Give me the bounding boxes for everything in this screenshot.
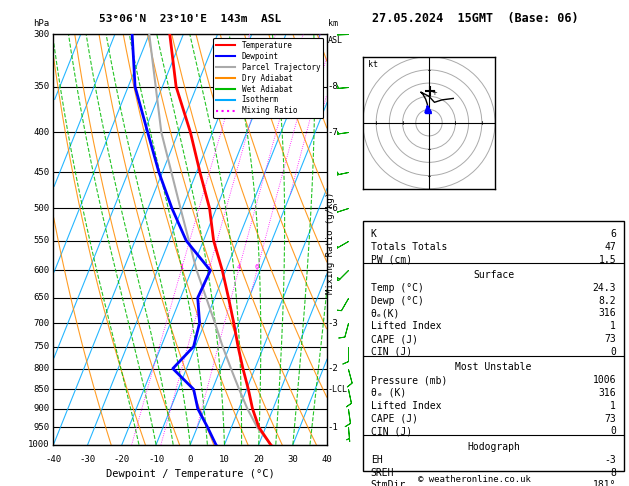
Text: -40: -40 <box>45 455 62 464</box>
Text: 40: 40 <box>321 455 333 464</box>
Text: -7: -7 <box>328 128 338 137</box>
Text: -LCL: -LCL <box>328 385 348 394</box>
Text: 0: 0 <box>610 427 616 436</box>
Text: 900: 900 <box>33 404 49 413</box>
Text: -10: -10 <box>148 455 164 464</box>
Text: EH: EH <box>370 455 382 465</box>
Text: Dewp (°C): Dewp (°C) <box>370 295 424 306</box>
Text: Lifted Index: Lifted Index <box>370 401 442 411</box>
Text: 10: 10 <box>219 455 230 464</box>
Text: -3: -3 <box>328 318 338 328</box>
Text: 500: 500 <box>33 204 49 213</box>
Text: 8.2: 8.2 <box>599 295 616 306</box>
Text: 1: 1 <box>610 401 616 411</box>
Text: -6: -6 <box>328 204 338 213</box>
Text: hPa: hPa <box>33 19 49 28</box>
Text: 550: 550 <box>33 236 49 245</box>
Text: Dewpoint / Temperature (°C): Dewpoint / Temperature (°C) <box>106 469 275 479</box>
Text: 30: 30 <box>287 455 298 464</box>
Text: 47: 47 <box>604 242 616 252</box>
Text: StmDir: StmDir <box>370 480 406 486</box>
Text: 400: 400 <box>33 128 49 137</box>
Text: CIN (J): CIN (J) <box>370 427 412 436</box>
FancyBboxPatch shape <box>363 221 624 471</box>
Text: CAPE (J): CAPE (J) <box>370 334 418 344</box>
Text: 6: 6 <box>610 229 616 239</box>
Text: 1: 1 <box>179 264 183 270</box>
Text: 450: 450 <box>33 168 49 177</box>
Text: Hodograph: Hodograph <box>467 442 520 452</box>
Text: -2: -2 <box>328 364 338 373</box>
Text: 1.5: 1.5 <box>599 255 616 264</box>
Text: 0: 0 <box>610 347 616 357</box>
Text: -30: -30 <box>80 455 96 464</box>
Text: Lifted Index: Lifted Index <box>370 321 442 331</box>
Text: © weatheronline.co.uk: © weatheronline.co.uk <box>418 474 532 484</box>
Text: 4: 4 <box>237 264 241 270</box>
Text: SREH: SREH <box>370 468 394 478</box>
Text: km: km <box>328 19 338 28</box>
Text: -3: -3 <box>604 455 616 465</box>
Text: kt: kt <box>368 60 378 69</box>
Text: 350: 350 <box>33 82 49 91</box>
Text: 1006: 1006 <box>593 375 616 385</box>
Text: 650: 650 <box>33 293 49 302</box>
Text: 181°: 181° <box>593 480 616 486</box>
Text: 1: 1 <box>610 321 616 331</box>
Text: 850: 850 <box>33 385 49 394</box>
Text: 1000: 1000 <box>28 440 49 449</box>
Text: θₑ (K): θₑ (K) <box>370 388 406 398</box>
Text: -8: -8 <box>328 82 338 91</box>
Text: 700: 700 <box>33 318 49 328</box>
Text: CIN (J): CIN (J) <box>370 347 412 357</box>
Text: 73: 73 <box>604 414 616 424</box>
Text: Temp (°C): Temp (°C) <box>370 283 424 293</box>
Text: ASL: ASL <box>328 36 343 45</box>
Text: Surface: Surface <box>473 270 514 280</box>
Text: 24.3: 24.3 <box>593 283 616 293</box>
Text: 6: 6 <box>255 264 259 270</box>
Text: PW (cm): PW (cm) <box>370 255 412 264</box>
Legend: Temperature, Dewpoint, Parcel Trajectory, Dry Adiabat, Wet Adiabat, Isotherm, Mi: Temperature, Dewpoint, Parcel Trajectory… <box>213 38 323 119</box>
Text: 20: 20 <box>253 455 264 464</box>
Text: K: K <box>370 229 377 239</box>
Text: θₑ(K): θₑ(K) <box>370 309 400 318</box>
Text: 8: 8 <box>610 468 616 478</box>
Text: 600: 600 <box>33 266 49 275</box>
Text: 73: 73 <box>604 334 616 344</box>
Text: CAPE (J): CAPE (J) <box>370 414 418 424</box>
Text: 800: 800 <box>33 364 49 373</box>
Text: 53°06'N  23°10'E  143m  ASL: 53°06'N 23°10'E 143m ASL <box>99 14 281 24</box>
Text: 2: 2 <box>207 264 211 270</box>
Text: 27.05.2024  15GMT  (Base: 06): 27.05.2024 15GMT (Base: 06) <box>372 12 578 25</box>
Text: 950: 950 <box>33 423 49 432</box>
Text: Pressure (mb): Pressure (mb) <box>370 375 447 385</box>
Text: 300: 300 <box>33 30 49 38</box>
Text: 316: 316 <box>599 388 616 398</box>
Text: -20: -20 <box>114 455 130 464</box>
Text: +: + <box>431 90 437 96</box>
Text: Totals Totals: Totals Totals <box>370 242 447 252</box>
Text: 750: 750 <box>33 342 49 351</box>
Text: Mixing Ratio (g/kg): Mixing Ratio (g/kg) <box>326 192 335 294</box>
Text: Most Unstable: Most Unstable <box>455 363 532 372</box>
Text: 0: 0 <box>187 455 193 464</box>
Text: -1: -1 <box>328 423 338 432</box>
Text: 316: 316 <box>599 309 616 318</box>
